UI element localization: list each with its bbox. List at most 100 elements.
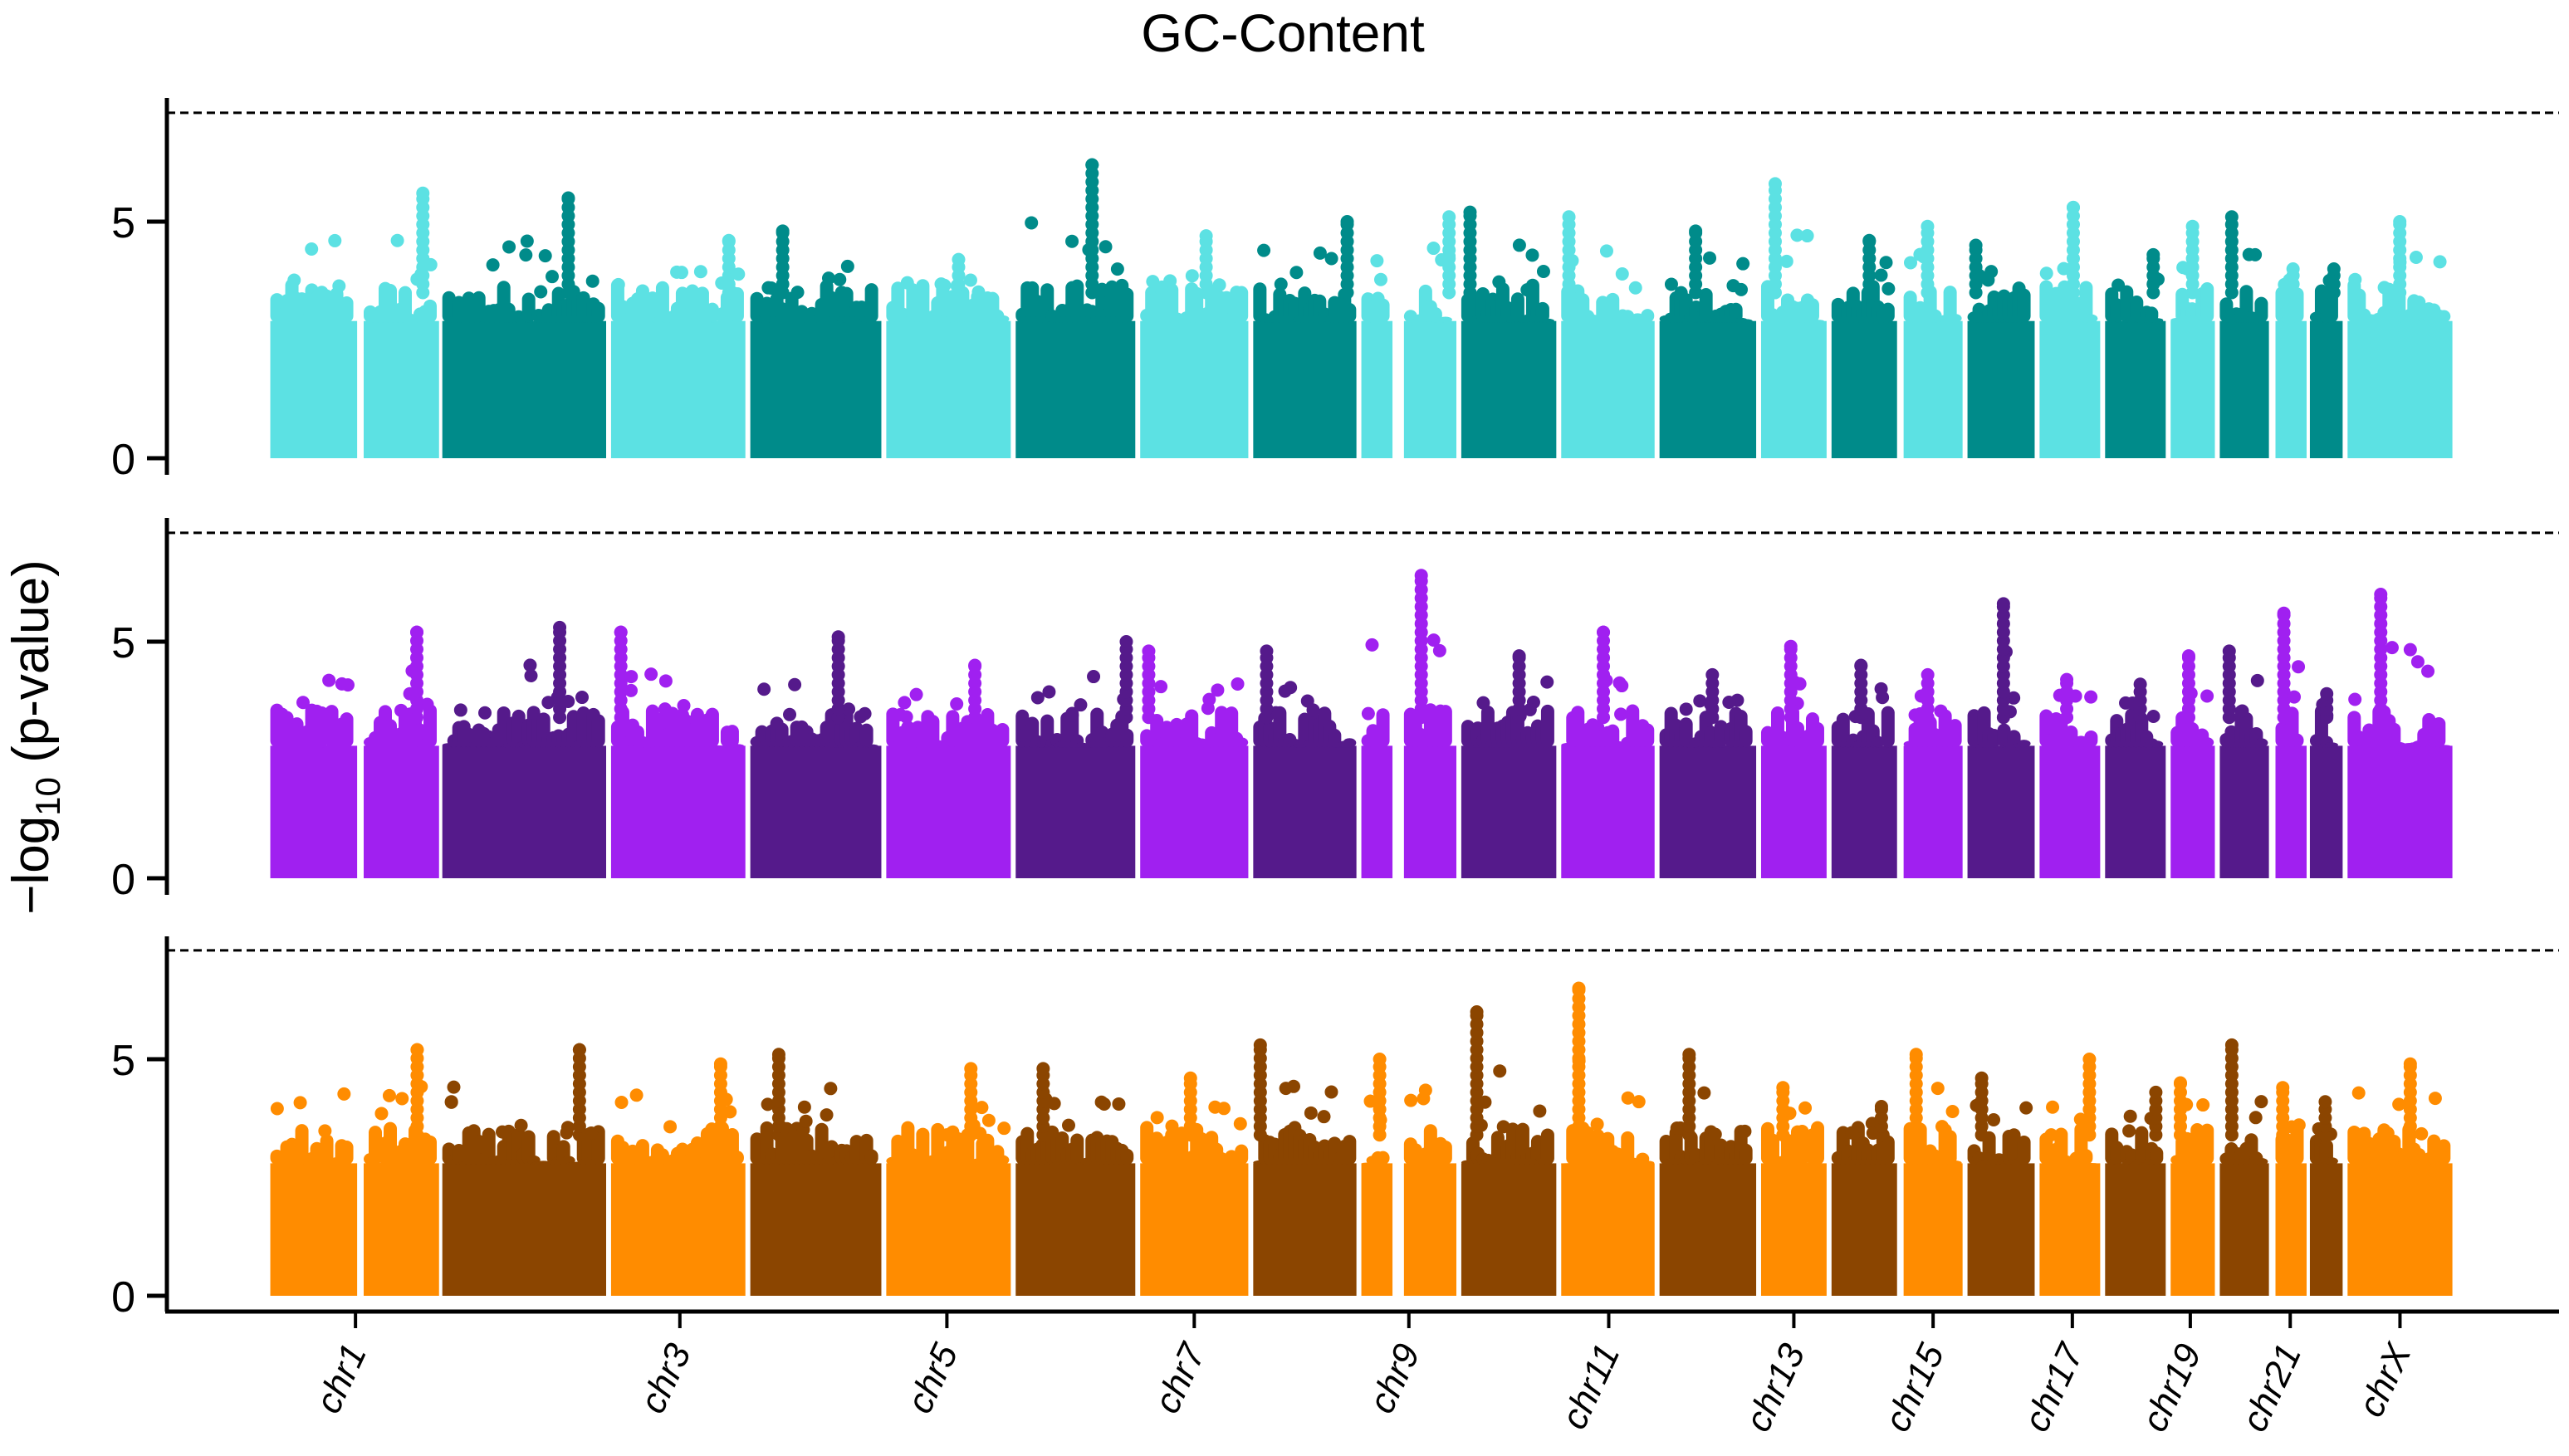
- snp-points-bulk: [2219, 320, 2269, 458]
- peak-snp-point: [1414, 569, 1428, 583]
- snp-point: [2150, 318, 2164, 323]
- peak-snp-point: [1862, 233, 1877, 247]
- snp-point: [1800, 229, 1814, 243]
- snp-point: [2432, 716, 2446, 748]
- snp-point: [1094, 1095, 1108, 1109]
- snp-points-bulk: [2275, 320, 2307, 458]
- snp-point: [1163, 274, 1177, 288]
- peak-snp-point: [2222, 644, 2236, 658]
- snp-points-bulk: [1461, 320, 1557, 458]
- snp-point: [2084, 314, 2098, 323]
- chromosome-chr18: [2105, 247, 2166, 458]
- snp-point: [2200, 282, 2214, 323]
- snp-point: [270, 1102, 284, 1116]
- snp-point: [1202, 692, 1216, 706]
- snp-points-bulk: [2170, 745, 2215, 878]
- snp-points-bulk: [2105, 745, 2166, 878]
- panel-1: 05: [111, 98, 2559, 484]
- chromosome-chr13: [1760, 639, 1827, 878]
- snp-point: [757, 682, 771, 696]
- snp-points-bulk: [2170, 1163, 2215, 1296]
- peak-snp-point: [410, 625, 424, 639]
- snp-point: [859, 723, 873, 748]
- snp-point: [1699, 287, 1713, 323]
- peak-snp-point: [1784, 639, 1798, 653]
- snp-points-bulk: [2275, 745, 2307, 878]
- snp-point: [1324, 1085, 1338, 1099]
- snp-point: [1881, 706, 1895, 748]
- snp-point: [1738, 1124, 1752, 1138]
- snp-point: [1286, 1079, 1300, 1093]
- snp-point: [1212, 278, 1226, 292]
- peak-snp-point: [1442, 210, 1456, 224]
- x-tick-label: chr21: [2234, 1338, 2309, 1438]
- chromosome-chrX: [2347, 588, 2453, 878]
- snp-point: [2007, 691, 2021, 705]
- peak-snp-point: [2133, 677, 2147, 691]
- snp-point: [2242, 247, 2256, 261]
- snp-points-bulk: [1760, 1163, 1827, 1296]
- snp-point: [1154, 283, 1168, 297]
- chromosome-chr10: [1461, 649, 1557, 878]
- peak-snp-point: [1768, 177, 1782, 191]
- snp-point: [1540, 1128, 1554, 1165]
- snp-point: [1945, 1105, 1960, 1119]
- snp-points-bulk: [2170, 320, 2215, 458]
- x-tick-label: chr15: [1877, 1337, 1952, 1438]
- snp-points-bulk: [270, 745, 358, 878]
- snp-point: [1874, 682, 1888, 696]
- snp-point: [2381, 1126, 2395, 1141]
- peak-snp-point: [416, 186, 430, 200]
- snp-points-bulk: [2219, 745, 2269, 878]
- peak-snp-point: [1705, 667, 1720, 682]
- snp-point: [322, 673, 336, 687]
- snp-point: [916, 1127, 930, 1165]
- snp-point: [585, 274, 599, 288]
- snp-point: [374, 1107, 389, 1121]
- snp-point: [1404, 1093, 1418, 1107]
- chromosome-chr15: [1903, 667, 1963, 878]
- snp-points-bulk: [1967, 320, 2035, 458]
- snp-point: [2290, 733, 2304, 748]
- snp-point: [1253, 282, 1267, 323]
- snp-point: [1726, 279, 1740, 293]
- snp-points-bulk: [750, 745, 882, 878]
- chromosome-chr15: [1903, 1048, 1963, 1296]
- chromosome-chr20: [2219, 644, 2269, 878]
- chromosome-chr16: [1967, 238, 2035, 458]
- snp-point: [1257, 243, 1271, 257]
- snp-point: [864, 283, 878, 323]
- snp-point: [2324, 1157, 2338, 1165]
- chromosome-chr12: [1659, 1048, 1757, 1296]
- snp-point: [585, 1126, 599, 1141]
- snp-point: [1641, 723, 1655, 748]
- snp-point: [1790, 228, 1804, 242]
- snp-point: [629, 1088, 643, 1102]
- snp-point: [1533, 1104, 1547, 1118]
- snp-points-bulk: [1253, 320, 1357, 458]
- snp-point: [1881, 1135, 1895, 1165]
- chromosome-chr4: [750, 1048, 882, 1296]
- chromosome-chr9: [1361, 1053, 1456, 1296]
- chromosome-chr3: [610, 625, 746, 878]
- snp-point: [2351, 1086, 2366, 1100]
- snp-point: [658, 702, 672, 716]
- snp-point: [1343, 738, 1357, 748]
- snp-point: [1235, 286, 1249, 323]
- snp-point: [337, 1087, 351, 1101]
- chromosome-chr11: [1561, 625, 1655, 878]
- snp-point: [1087, 670, 1101, 684]
- snp-point: [1231, 677, 1245, 691]
- snp-point: [1632, 1095, 1646, 1109]
- chromosome-chr17: [2039, 200, 2101, 458]
- panel-3: 05: [111, 936, 2559, 1322]
- snp-point: [2123, 1109, 2137, 1123]
- snp-points-bulk: [442, 1163, 607, 1296]
- snp-points-bulk: [1760, 320, 1827, 458]
- snp-point: [997, 1121, 1011, 1136]
- snp-point: [730, 1151, 744, 1165]
- snp-point: [1376, 298, 1390, 323]
- snp-point: [963, 273, 977, 287]
- snp-point: [1289, 266, 1304, 280]
- snp-point: [1328, 728, 1342, 748]
